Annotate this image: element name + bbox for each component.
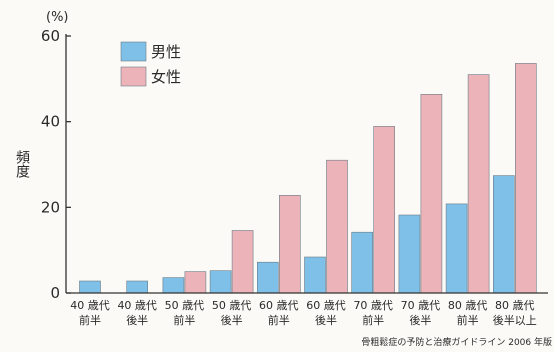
x-tick-label: 40 歳代 [70,299,110,312]
bar-male [492,175,515,294]
x-tick-label: 70 歳代 [401,299,441,312]
y-tick-label: 20 [41,198,60,216]
legend-swatch-female [120,66,147,87]
bar-female [326,159,348,294]
bar-female [420,94,443,294]
bar-male [304,256,326,294]
bar-female [373,126,396,294]
source-note: 骨粗鬆症の予防と治療ガイドライン 2006 年版 [361,336,552,348]
x-tick-label: 40 歳代 [117,299,157,312]
bars [66,63,548,294]
x-tick-label: 前半 [362,313,384,327]
x-tick-label: 60 歳代 [259,299,299,312]
x-tick-label: 60 歳代 [306,299,346,312]
bar-female [514,63,537,294]
legend-label-female: 女性 [151,68,181,86]
x-tick-label: 前半 [79,313,101,327]
x-tick-label: 80 歳代 [495,299,535,312]
bar-male [256,261,279,294]
bar-female [467,74,490,294]
bar-male [79,280,101,294]
bar-female [278,195,301,294]
y-tick-label: 40 [41,113,60,131]
bar-male [351,231,374,294]
y-axis-label: 頻度 [14,150,30,178]
x-tick-label: 前半 [268,313,290,327]
bar-female [231,230,254,294]
y-axis-unit: (%) [46,10,69,25]
bar-female [184,271,207,294]
bar-male [126,280,148,294]
x-tick-label: 50 歳代 [165,299,205,312]
bar-male [209,270,232,294]
legend-label-male: 男性 [151,43,181,61]
x-tick-label: 後半 [315,313,337,327]
bar-male [445,203,468,294]
x-tick-label: 後半 [126,313,148,327]
y-tick-label: 0 [50,284,60,302]
bar-male [162,277,185,294]
bar-male [398,214,421,294]
y-axis: 0 20 40 60 (%) 頻度 [14,10,71,302]
x-tick-label: 前半 [173,313,195,327]
x-tick-label: 前半 [457,313,479,327]
x-tick-label: 80 歳代 [448,299,488,312]
legend-swatch-male [120,41,147,62]
y-tick-label: 60 [41,27,60,45]
x-tick-label: 70 歳代 [353,299,393,312]
x-tick-label: 後半 [221,313,243,327]
x-tick-label: 50 歳代 [212,299,252,312]
x-tick-label: 後半 [409,313,431,327]
x-tick-label: 後半以上 [493,313,537,327]
